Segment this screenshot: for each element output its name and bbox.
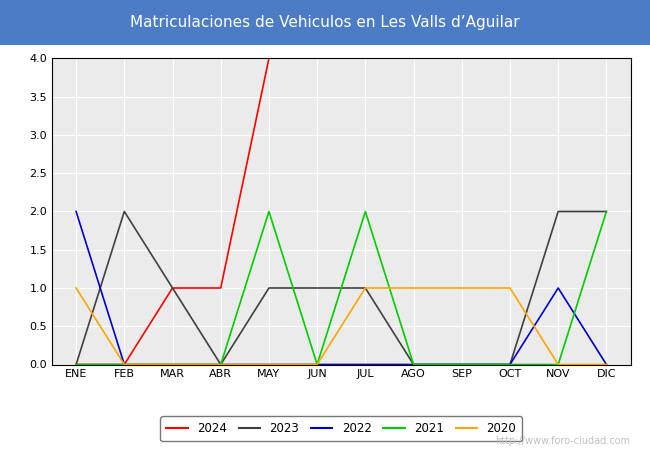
2021 xyxy=(603,209,610,214)
2021 xyxy=(361,209,369,214)
2021 xyxy=(120,362,128,367)
2024 xyxy=(168,285,176,291)
2023 xyxy=(361,285,369,291)
2022 xyxy=(168,362,176,367)
Legend: 2024, 2023, 2022, 2021, 2020: 2024, 2023, 2022, 2021, 2020 xyxy=(161,416,522,441)
2022 xyxy=(410,362,417,367)
2024 xyxy=(120,362,128,367)
Line: 2021: 2021 xyxy=(76,212,606,364)
2023 xyxy=(506,362,514,367)
2023 xyxy=(265,285,273,291)
2020 xyxy=(217,362,225,367)
2022 xyxy=(72,209,80,214)
2022 xyxy=(265,362,273,367)
2024 xyxy=(265,56,273,61)
2023 xyxy=(554,209,562,214)
2020 xyxy=(458,285,465,291)
2023 xyxy=(217,362,225,367)
2020 xyxy=(120,362,128,367)
2020 xyxy=(168,362,176,367)
2020 xyxy=(72,285,80,291)
2023 xyxy=(410,362,417,367)
2022 xyxy=(506,362,514,367)
2021 xyxy=(506,362,514,367)
2021 xyxy=(265,209,273,214)
2023 xyxy=(603,209,610,214)
Line: 2022: 2022 xyxy=(76,212,606,364)
2022 xyxy=(361,362,369,367)
2020 xyxy=(410,285,417,291)
2020 xyxy=(313,362,321,367)
Line: 2020: 2020 xyxy=(76,288,606,364)
Text: http://www.foro-ciudad.com: http://www.foro-ciudad.com xyxy=(495,436,630,446)
2023 xyxy=(313,285,321,291)
2021 xyxy=(458,362,465,367)
Line: 2024: 2024 xyxy=(76,58,269,364)
2022 xyxy=(554,285,562,291)
2023 xyxy=(72,362,80,367)
2022 xyxy=(458,362,465,367)
2020 xyxy=(554,362,562,367)
Text: Matriculaciones de Vehiculos en Les Valls d’Aguilar: Matriculaciones de Vehiculos en Les Vall… xyxy=(130,15,520,30)
2021 xyxy=(217,362,225,367)
2020 xyxy=(506,285,514,291)
2021 xyxy=(168,362,176,367)
2020 xyxy=(361,285,369,291)
2022 xyxy=(313,362,321,367)
2022 xyxy=(120,362,128,367)
2021 xyxy=(313,362,321,367)
2021 xyxy=(410,362,417,367)
2024 xyxy=(72,362,80,367)
2023 xyxy=(458,362,465,367)
2023 xyxy=(168,285,176,291)
2022 xyxy=(217,362,225,367)
2024 xyxy=(217,285,225,291)
2023 xyxy=(120,209,128,214)
2021 xyxy=(72,362,80,367)
2020 xyxy=(603,362,610,367)
2020 xyxy=(265,362,273,367)
Line: 2023: 2023 xyxy=(76,212,606,364)
2021 xyxy=(554,362,562,367)
2022 xyxy=(603,362,610,367)
